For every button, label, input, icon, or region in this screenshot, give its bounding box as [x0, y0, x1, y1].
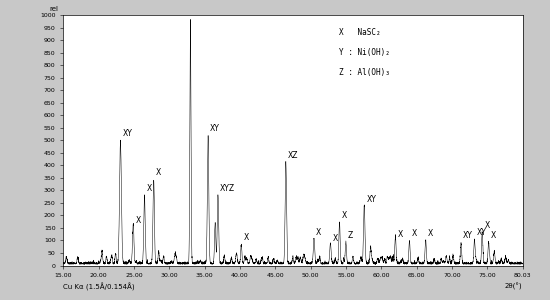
Text: XZ: XZ [288, 151, 299, 160]
Text: XY: XY [210, 124, 220, 133]
Text: Z: Z [348, 231, 353, 240]
Text: X: X [192, 8, 198, 17]
Text: Cu Kα (1.5Å/0.154Å): Cu Kα (1.5Å/0.154Å) [63, 283, 135, 291]
Text: X: X [428, 229, 433, 238]
Text: 2θ(°): 2θ(°) [505, 283, 522, 290]
Text: X: X [316, 228, 321, 237]
Text: rel: rel [50, 7, 59, 13]
Text: X: X [147, 184, 152, 194]
Text: XY: XY [477, 228, 486, 237]
Text: X: X [411, 230, 417, 238]
Text: XY: XY [463, 232, 473, 241]
Text: X: X [135, 216, 141, 225]
Text: XY: XY [123, 129, 133, 138]
Text: XYZ: XYZ [220, 184, 235, 194]
Text: X   NaSC₂: X NaSC₂ [339, 28, 381, 37]
Text: X: X [491, 231, 496, 240]
Text: XY: XY [366, 195, 376, 204]
Text: X: X [156, 168, 161, 177]
Text: X: X [342, 211, 347, 220]
Text: X: X [485, 221, 490, 230]
Text: Z : Al(OH)₃: Z : Al(OH)₃ [339, 68, 389, 76]
Text: X: X [398, 230, 403, 239]
Text: X: X [332, 235, 338, 244]
Text: Y : Ni(OH)₂: Y : Ni(OH)₂ [339, 48, 389, 57]
Text: X: X [244, 233, 249, 242]
